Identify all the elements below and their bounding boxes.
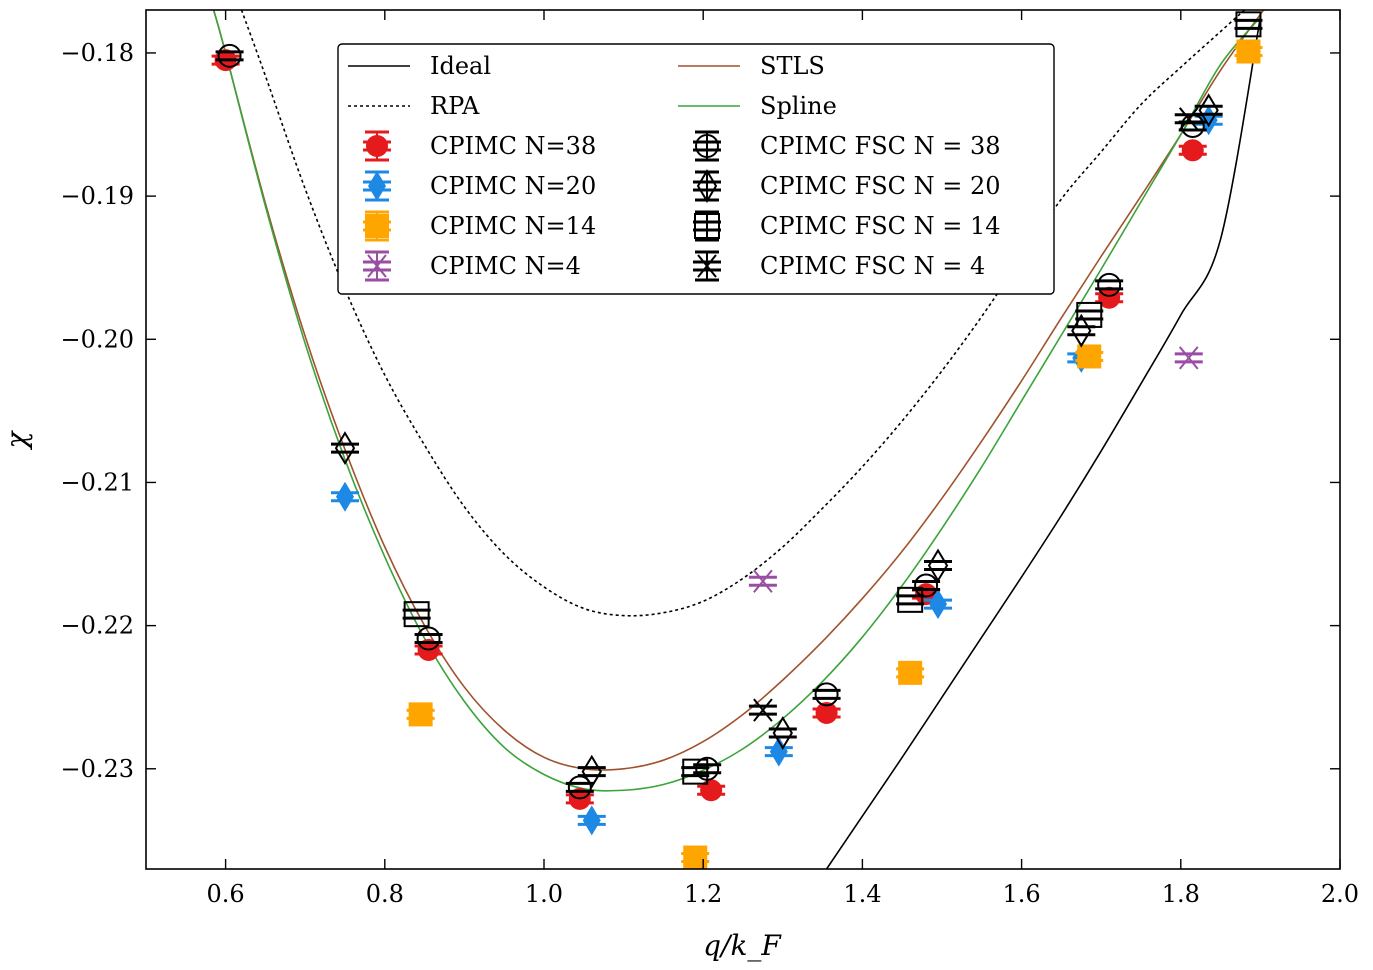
legend-swatch bbox=[363, 210, 391, 242]
legend-swatch bbox=[363, 130, 391, 162]
legend-item-cpimc-fsc-n-20: CPIMC FSC N = 20 bbox=[693, 169, 1001, 203]
point-cpimc-fsc-n-38 bbox=[414, 626, 443, 651]
legend-label: CPIMC N=14 bbox=[430, 212, 596, 240]
point-cpimc-n-14 bbox=[1075, 344, 1104, 369]
plot-frame bbox=[145, 9, 1341, 870]
markers-layer bbox=[211, 11, 1263, 869]
legend-label: CPIMC N=38 bbox=[430, 132, 596, 160]
legend-box bbox=[337, 43, 1055, 295]
legend-label: CPIMC FSC N = 4 bbox=[760, 252, 985, 280]
legend-item-cpimc-n-4: CPIMC N=4 bbox=[363, 250, 581, 282]
legend-item-cpimc-n-38: CPIMC N=38 bbox=[363, 130, 596, 162]
legend-swatch bbox=[693, 250, 721, 282]
x-tick-label: 0.8 bbox=[366, 880, 404, 908]
line-ideal bbox=[825, 17, 1262, 869]
legend-label: CPIMC N=4 bbox=[430, 252, 581, 280]
point-cpimc-n-38 bbox=[812, 701, 841, 724]
x-axis-label: q/k_F bbox=[703, 929, 782, 962]
point-cpimc-fsc-n-20 bbox=[577, 754, 606, 789]
legend-item-cpimc-fsc-n-38: CPIMC FSC N = 38 bbox=[693, 130, 1001, 162]
point-cpimc-n-4 bbox=[748, 569, 777, 593]
legend-item-cpimc-n-14: CPIMC N=14 bbox=[363, 210, 596, 242]
legend-item-cpimc-fsc-n-14: CPIMC FSC N = 14 bbox=[693, 210, 1001, 242]
point-cpimc-fsc-n-20 bbox=[924, 548, 953, 583]
point-cpimc-fsc-n-20 bbox=[331, 431, 359, 466]
legend-label: CPIMC FSC N = 38 bbox=[760, 132, 1001, 160]
point-cpimc-fsc-n-4 bbox=[1174, 107, 1203, 131]
legend-swatch bbox=[363, 250, 391, 282]
line-rpa bbox=[240, 10, 1246, 617]
legend-label: STLS bbox=[760, 52, 825, 80]
legend-item-rpa: RPA bbox=[348, 92, 480, 120]
x-tick-label: 1.6 bbox=[1003, 880, 1041, 908]
point-cpimc-n-38 bbox=[1178, 139, 1207, 162]
point-cpimc-fsc-n-38 bbox=[912, 573, 941, 598]
legend-item-cpimc-n-20: CPIMC N=20 bbox=[363, 170, 596, 202]
legend-swatch bbox=[693, 130, 721, 162]
legend-swatch bbox=[693, 169, 721, 203]
point-cpimc-n-20 bbox=[924, 589, 953, 620]
point-cpimc-n-4 bbox=[1174, 346, 1203, 370]
point-cpimc-fsc-n-14 bbox=[681, 758, 710, 785]
point-cpimc-n-20 bbox=[331, 481, 359, 512]
x-tick-label: 2.0 bbox=[1321, 880, 1359, 908]
legend-label: CPIMC FSC N = 20 bbox=[760, 172, 1001, 200]
legend-label: Ideal bbox=[430, 52, 491, 80]
y-axis-label: χ bbox=[0, 429, 33, 450]
point-cpimc-n-14 bbox=[1234, 39, 1263, 64]
point-cpimc-n-38 bbox=[697, 779, 726, 802]
legend-item-ideal: Ideal bbox=[348, 52, 491, 80]
legend-item-spline: Spline bbox=[678, 92, 837, 120]
point-cpimc-fsc-n-4 bbox=[748, 698, 777, 722]
legend: Ideal STLS RPA Spline CPIMC N=38 CPIMC FSC N … bbox=[337, 43, 1055, 295]
legend-swatch bbox=[363, 170, 391, 202]
x-tick-label: 1.4 bbox=[843, 880, 881, 908]
point-cpimc-fsc-n-14 bbox=[896, 586, 925, 613]
point-cpimc-fsc-n-38 bbox=[215, 43, 244, 68]
point-cpimc-fsc-n-20 bbox=[768, 716, 797, 750]
legend-label: CPIMC N=20 bbox=[430, 172, 596, 200]
legend-item-cpimc-fsc-n-4: CPIMC FSC N = 4 bbox=[693, 250, 985, 282]
x-tick-label: 1.0 bbox=[525, 880, 563, 908]
point-cpimc-fsc-n-38 bbox=[1095, 272, 1124, 297]
y-tick-label: −0.21 bbox=[60, 468, 134, 496]
point-cpimc-fsc-n-14 bbox=[1075, 301, 1104, 328]
legend-label: CPIMC FSC N = 14 bbox=[760, 212, 1001, 240]
point-cpimc-fsc-n-14 bbox=[1234, 11, 1263, 38]
y-tick-label: −0.23 bbox=[60, 755, 134, 783]
x-tick-label: 1.8 bbox=[1162, 880, 1200, 908]
point-cpimc-n-20 bbox=[577, 805, 606, 836]
point-cpimc-n-14 bbox=[896, 660, 925, 685]
axis-ticks: 0.6 0.8 1.0 1.2 1.4 1.6 1.8 2.0 −0.18 −0.19 −0.20 −… bbox=[60, 10, 1359, 908]
legend-label: RPA bbox=[430, 92, 480, 120]
point-cpimc-n-20 bbox=[764, 736, 793, 767]
y-tick-label: −0.19 bbox=[60, 182, 134, 210]
legend-swatch bbox=[693, 210, 721, 242]
point-cpimc-fsc-n-38 bbox=[812, 682, 841, 707]
point-cpimc-n-14 bbox=[406, 702, 435, 727]
point-cpimc-fsc-n-14 bbox=[402, 601, 431, 628]
x-tick-label: 1.2 bbox=[684, 880, 722, 908]
point-cpimc-n-38 bbox=[1095, 286, 1124, 309]
line-stls bbox=[212, 10, 1266, 771]
legend-item-stls: STLS bbox=[678, 52, 825, 80]
point-cpimc-n-14 bbox=[681, 845, 710, 869]
legend-label: Spline bbox=[760, 92, 837, 120]
y-tick-label: −0.20 bbox=[60, 325, 134, 353]
x-tick-label: 0.6 bbox=[207, 880, 245, 908]
y-tick-label: −0.18 bbox=[60, 39, 134, 67]
y-tick-label: −0.22 bbox=[60, 612, 134, 640]
